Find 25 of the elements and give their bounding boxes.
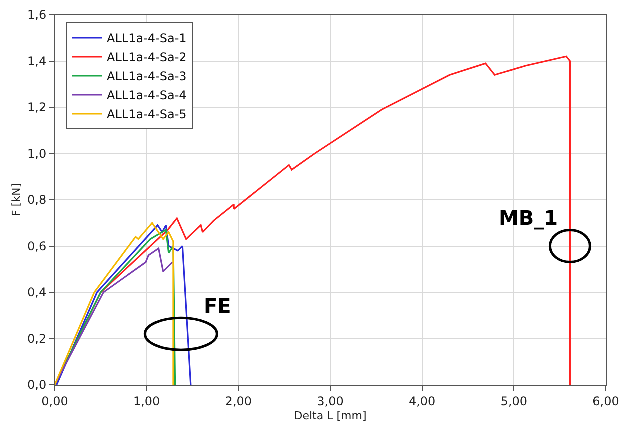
x-tick-label: 5,00 <box>500 394 528 408</box>
x-tick-label: 6,00 <box>592 394 620 408</box>
y-tick-label: 0,0 <box>28 378 47 392</box>
y-tick-label: 1,0 <box>28 146 47 161</box>
x-tick-label: 0,00 <box>42 394 68 408</box>
y-tick-label: 0,8 <box>28 193 47 208</box>
x-tick-label: 1,00 <box>133 394 160 408</box>
y-tick-label: 1,6 <box>28 8 47 22</box>
legend-label: ALL1a-4-Sa-4 <box>107 88 187 103</box>
legend-label: ALL1a-4-Sa-2 <box>107 50 187 65</box>
legend-label: ALL1a-4-Sa-5 <box>107 108 187 122</box>
annotation: MB_1 <box>499 206 558 230</box>
y-tick-label: 0,6 <box>28 239 47 254</box>
x-tick-label: 3,00 <box>317 394 344 408</box>
x-axis-title: Delta L [mm] <box>294 410 367 423</box>
x-tick-label: 4,00 <box>408 394 436 408</box>
y-axis-title: F [kN] <box>10 183 24 217</box>
legend-label: ALL1a-4-Sa-1 <box>107 32 187 46</box>
y-tick-label: 0,2 <box>28 332 47 346</box>
legend-label: ALL1a-4-Sa-3 <box>107 70 187 84</box>
x-tick-label: 2,00 <box>225 394 252 408</box>
y-tick-label: 1,2 <box>28 100 47 115</box>
y-tick-label: 1,4 <box>28 54 47 68</box>
annotation: FE <box>204 294 232 318</box>
y-tick-label: 0,4 <box>28 286 47 300</box>
